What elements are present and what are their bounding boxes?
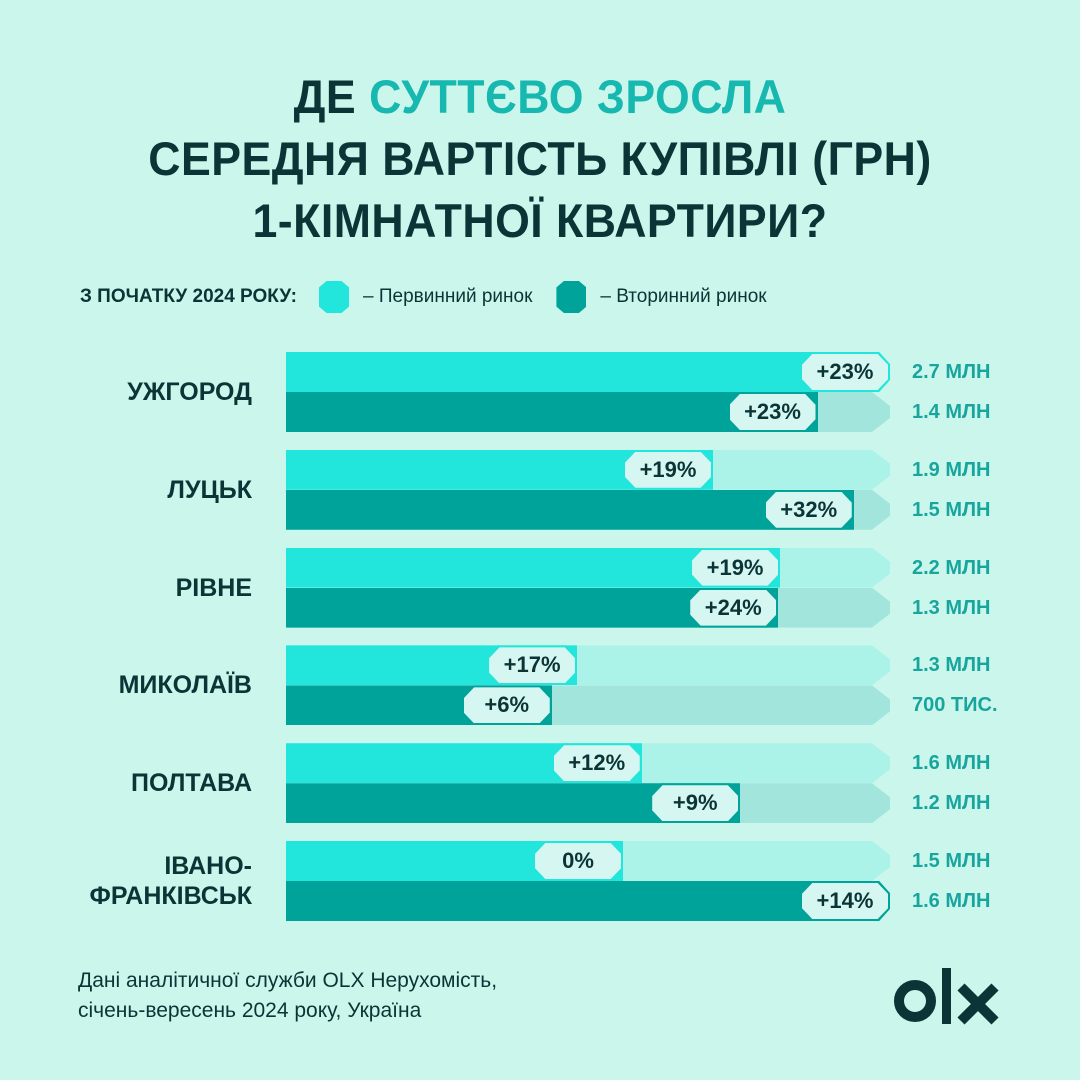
- bar-track: [286, 783, 890, 824]
- price-label: 700 ТИС.: [912, 694, 998, 717]
- legend: З ПОЧАТКУ 2024 РОКУ: – Первинний ринок –…: [80, 281, 791, 313]
- bar-track: [286, 881, 890, 921]
- change-badge: +32%: [763, 489, 854, 530]
- title-highlight: СУТТЄВО ЗРОСЛА: [369, 70, 787, 123]
- change-label: +32%: [765, 491, 852, 528]
- change-badge: +23%: [800, 352, 890, 392]
- price-label: 1.6 МЛН: [912, 752, 991, 775]
- change-badge: +9%: [650, 783, 741, 824]
- page-title: ДЕ СУТТЄВО ЗРОСЛА СЕРЕДНЯ ВАРТІСТЬ КУПІВ…: [27, 66, 1053, 252]
- price-label: 1.9 МЛН: [912, 458, 991, 481]
- price-label: 1.5 МЛН: [912, 498, 991, 521]
- change-badge: +6%: [461, 685, 552, 726]
- bar-track: [286, 547, 890, 588]
- bar-primary: [286, 352, 890, 392]
- legend-swatch-primary: [319, 281, 350, 313]
- change-badge: +24%: [688, 587, 779, 628]
- bar-secondary: [286, 489, 854, 530]
- city-label: РІВНЕ: [175, 573, 252, 602]
- change-badge: 0%: [533, 841, 624, 881]
- bar-track: [286, 587, 890, 628]
- price-label: 1.3 МЛН: [912, 596, 991, 619]
- title-line-3: 1-КІМНАТНОЇ КВАРТИРИ?: [252, 194, 828, 247]
- change-label: 0%: [535, 843, 622, 879]
- source-note: Дані аналітичної служби OLX Нерухомість,…: [78, 966, 497, 1026]
- city-label: УЖГОРОД: [127, 378, 252, 406]
- city-label: ІВАНО- ФРАНКІВСЬК: [89, 852, 252, 910]
- bar-track: [286, 449, 890, 490]
- title-line-2: СЕРЕДНЯ ВАРТІСТЬ КУПІВЛІ (ГРН): [148, 132, 932, 185]
- legend-secondary: – Вторинний ринок: [600, 286, 767, 307]
- city-label: ЛУЦЬК: [167, 475, 252, 504]
- change-badge: +23%: [727, 392, 818, 432]
- city-label: МИКОЛАЇВ: [118, 671, 252, 700]
- price-label: 2.7 МЛН: [912, 361, 991, 383]
- change-label: +9%: [652, 785, 739, 822]
- legend-primary: – Первинний ринок: [363, 286, 533, 307]
- change-badge: +14%: [800, 881, 890, 921]
- change-label: +12%: [553, 745, 640, 782]
- change-badge: +19%: [690, 547, 781, 588]
- change-badge: +12%: [551, 743, 642, 784]
- bar-secondary: [286, 881, 890, 921]
- source-line-1: Дані аналітичної служби OLX Нерухомість,: [78, 969, 498, 992]
- change-label: +23%: [729, 394, 816, 430]
- change-badge: +19%: [623, 449, 714, 490]
- change-label: +17%: [489, 647, 576, 684]
- legend-swatch-secondary: [556, 281, 587, 313]
- price-label: 1.3 МЛН: [912, 654, 991, 677]
- city-label: ПОЛТАВА: [131, 769, 252, 798]
- change-label: +14%: [802, 883, 888, 919]
- change-label: +19%: [625, 451, 712, 488]
- bar-track: [286, 685, 890, 726]
- olx-logo: [894, 968, 999, 1025]
- change-badge: +17%: [487, 645, 578, 686]
- legend-label: З ПОЧАТКУ 2024 РОКУ:: [80, 286, 298, 307]
- price-label: 1.6 МЛН: [912, 890, 991, 912]
- change-label: +23%: [802, 354, 888, 390]
- bar-track: [286, 645, 890, 686]
- change-label: +24%: [690, 589, 777, 626]
- title-line-1: ДЕ СУТТЄВО ЗРОСЛА: [293, 70, 787, 123]
- price-label: 1.2 МЛН: [912, 792, 991, 815]
- price-label: 1.4 МЛН: [912, 401, 991, 423]
- price-label: 1.5 МЛН: [912, 850, 991, 872]
- source-line-2: січень-вересень 2024 року, Україна: [78, 999, 422, 1022]
- price-label: 2.2 МЛН: [912, 556, 991, 579]
- bar-track: [286, 352, 890, 392]
- change-label: +6%: [463, 687, 550, 724]
- change-label: +19%: [692, 549, 779, 586]
